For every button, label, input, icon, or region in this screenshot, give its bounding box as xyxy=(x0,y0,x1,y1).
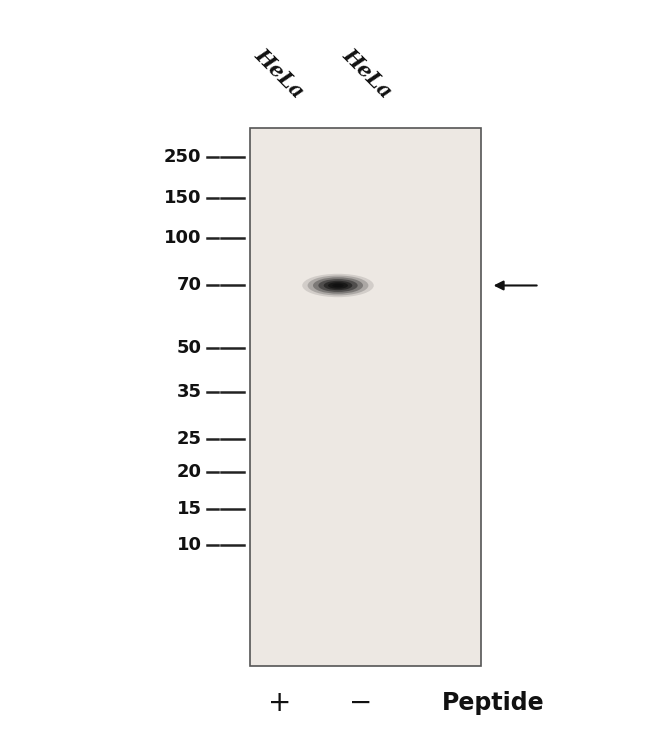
Text: 100: 100 xyxy=(164,229,202,247)
Text: 250: 250 xyxy=(164,149,202,166)
Text: 15: 15 xyxy=(177,500,202,518)
Text: +: + xyxy=(268,689,291,717)
Text: 50: 50 xyxy=(177,339,202,356)
Text: 10: 10 xyxy=(177,537,202,554)
Bar xyxy=(250,128,481,666)
Text: 35: 35 xyxy=(177,383,202,400)
Ellipse shape xyxy=(307,275,369,296)
Ellipse shape xyxy=(328,283,348,288)
Text: 20: 20 xyxy=(177,463,202,481)
Ellipse shape xyxy=(324,281,352,290)
Text: 70: 70 xyxy=(177,277,202,294)
Text: HeLa: HeLa xyxy=(251,45,308,102)
Text: Peptide: Peptide xyxy=(442,691,545,714)
Ellipse shape xyxy=(302,274,374,297)
Text: −: − xyxy=(349,689,372,717)
Ellipse shape xyxy=(332,283,344,288)
Ellipse shape xyxy=(313,277,363,294)
Ellipse shape xyxy=(335,285,341,286)
Ellipse shape xyxy=(318,279,358,292)
Text: HeLa: HeLa xyxy=(339,45,396,102)
Text: 150: 150 xyxy=(164,189,202,206)
Text: 25: 25 xyxy=(177,430,202,448)
